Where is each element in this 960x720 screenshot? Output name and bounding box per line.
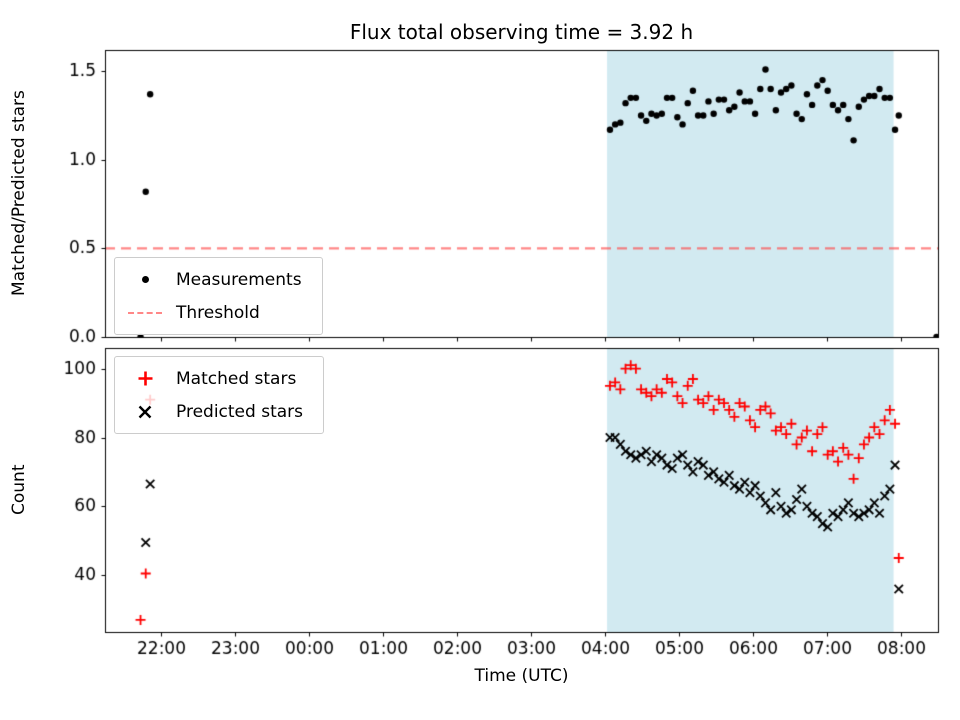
threshold-dash-icon [127, 311, 163, 314]
y-axis-label-ratio: Matched/Predicted stars [9, 90, 29, 297]
legend-count: Matched stars Predicted stars [114, 356, 324, 434]
x-marker-icon [127, 404, 163, 420]
legend-item-measurements: Measurements [127, 267, 302, 292]
legend-label-measurements: Measurements [176, 269, 302, 290]
plus-marker-icon [127, 370, 163, 387]
legend-ratio: Measurements Threshold [114, 257, 323, 335]
legend-item-threshold: Threshold [127, 300, 302, 325]
legend-label-predicted: Predicted stars [176, 401, 303, 422]
chart-title: Flux total observing time = 3.92 h [349, 20, 694, 44]
measurements-dot-icon [127, 276, 163, 283]
legend-label-threshold: Threshold [176, 302, 260, 323]
y-axis-label-count: Count [9, 464, 29, 516]
legend-item-matched: Matched stars [127, 366, 303, 391]
legend-label-matched: Matched stars [176, 368, 297, 389]
legend-item-predicted: Predicted stars [127, 399, 303, 424]
x-axis-label: Time (UTC) [474, 666, 569, 686]
